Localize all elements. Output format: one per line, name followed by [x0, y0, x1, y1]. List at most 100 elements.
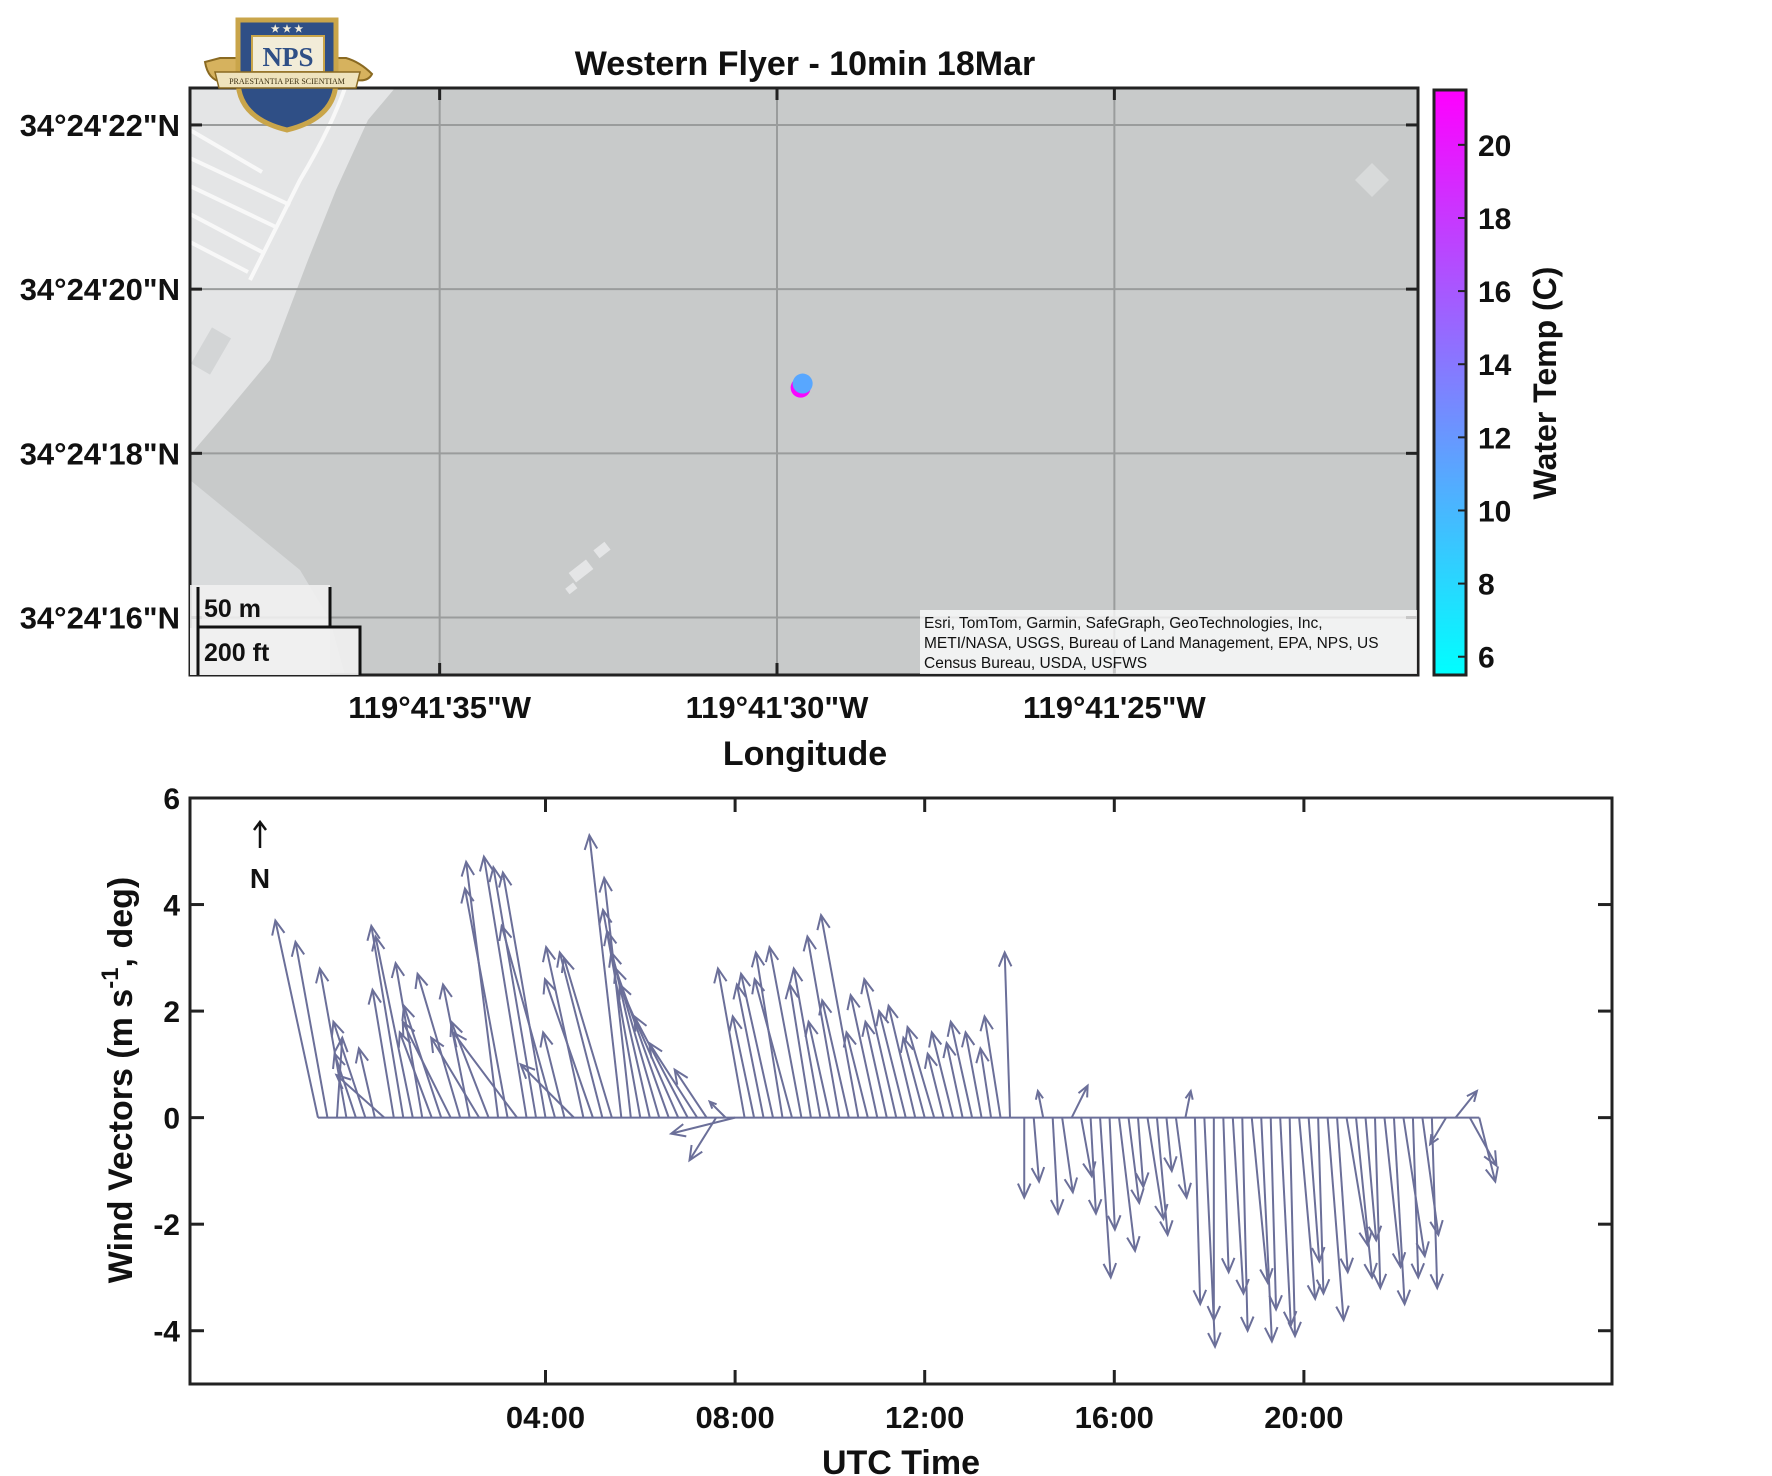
wind-vector-head	[438, 982, 453, 1000]
wind-vector-shaft	[1137, 1117, 1145, 1187]
wind-vector	[673, 1067, 708, 1119]
wind-vector-head	[673, 1067, 689, 1085]
wind-vector-head	[539, 1030, 554, 1048]
wind-vector-head	[271, 918, 286, 936]
colorbar-ticks: 6 8 10 12 14 16 18 20	[1458, 130, 1512, 675]
wind-vector	[1017, 1117, 1032, 1200]
wind-vector	[451, 1030, 518, 1119]
longitude-tick-labels: 119°41'35"W 119°41'30"W 119°41'25"W	[348, 690, 1206, 725]
wind-vector-head	[478, 854, 494, 872]
wind-vector-head	[1429, 1273, 1444, 1291]
longitude-tick-label: 119°41'25"W	[1023, 690, 1206, 725]
wind-vector	[541, 944, 585, 1118]
wind-vector-shaft	[964, 1032, 983, 1118]
wind-vector-head	[860, 976, 875, 995]
wind-vector-shaft	[1222, 1117, 1230, 1273]
colorbar-tick-label: 6	[1478, 642, 1495, 675]
wind-vector-head	[1135, 1172, 1150, 1190]
wind-vector-shaft	[708, 1100, 727, 1119]
wind-vector	[975, 1045, 993, 1118]
attribution-line-1: Esri, TomTom, Garmin, SafeGraph, GeoTech…	[924, 615, 1323, 632]
wind-vector	[1268, 1117, 1283, 1312]
wind-vector-head	[460, 886, 475, 904]
wind-vector-head	[997, 950, 1013, 968]
wind-vector-shaft	[648, 1042, 699, 1119]
wind-vector-shaft	[501, 872, 547, 1118]
wind-vector	[1383, 1117, 1407, 1270]
scale-bar-imperial: 200 ft	[204, 639, 270, 667]
wind-vector-shaft	[1336, 1117, 1349, 1273]
wind-vector	[861, 1019, 888, 1118]
wind-vector-shaft	[731, 1016, 756, 1118]
wind-vector-head	[598, 907, 613, 926]
wind-vector-head	[1063, 1177, 1079, 1195]
wind-vector-head	[668, 1123, 687, 1138]
north-arrow-icon	[253, 819, 267, 848]
wind-vector-shaft	[735, 984, 765, 1118]
wind-x-tick-label: 20:00	[1264, 1400, 1343, 1435]
wind-vector-head	[1410, 1262, 1426, 1280]
wind-vector-shaft	[849, 994, 879, 1118]
wind-vector	[1364, 1117, 1383, 1243]
attribution-line-3: Census Bureau, USDA, USFWS	[924, 655, 1147, 672]
wind-vector-shaft	[1345, 1117, 1369, 1246]
wind-vector-shaft	[1392, 1117, 1406, 1305]
wind-vector	[633, 1014, 689, 1119]
wind-vector	[1315, 1117, 1331, 1296]
wind-vector	[330, 1019, 367, 1118]
wind-vector-shaft	[1051, 1117, 1060, 1214]
map-xlabel: Longitude	[723, 735, 887, 773]
wind-vector	[732, 982, 765, 1118]
wind-vector	[904, 1024, 936, 1118]
wind-vector	[371, 934, 414, 1118]
wind-vector-head	[804, 1019, 819, 1037]
wind-vector-head	[397, 1030, 412, 1048]
wind-vector-head	[728, 1014, 743, 1032]
wind-ticks	[190, 796, 1612, 1384]
wind-vector	[334, 1073, 386, 1119]
wind-vector	[1099, 1117, 1118, 1280]
wind-vector-shaft	[274, 920, 319, 1118]
wind-vector	[1061, 1117, 1079, 1195]
wind-vector-shaft	[878, 1010, 907, 1118]
wind-vectors	[271, 832, 1499, 1350]
latitude-tick-label: 34°24'16"N	[20, 601, 180, 636]
wind-vector-shaft	[335, 1074, 386, 1119]
wind-vector	[1410, 1117, 1426, 1280]
attribution-line-2: METI/NASA, USGS, Bureau of Land Manageme…	[924, 635, 1379, 652]
wind-vector-head	[1483, 1150, 1498, 1168]
wind-vector-shaft	[1383, 1117, 1402, 1267]
wind-frame	[188, 796, 1614, 1386]
wind-vector-shaft	[716, 968, 746, 1118]
colorbar-tick-label: 16	[1478, 276, 1511, 309]
svg-text:★ ★ ★: ★ ★ ★	[271, 24, 303, 35]
map-title: Western Flyer - 10min 18Mar	[575, 45, 1035, 83]
wind-vector	[928, 1030, 955, 1118]
wind-x-tick-label: 12:00	[885, 1400, 964, 1435]
wind-vector-head	[784, 982, 799, 1000]
wind-vector-shaft	[820, 915, 860, 1118]
wind-vector	[668, 1116, 736, 1138]
wind-vector-head	[842, 1030, 857, 1048]
wind-vector-shaft	[788, 984, 812, 1118]
wind-vector-shaft	[930, 1032, 955, 1118]
wind-vector-head	[451, 1030, 468, 1048]
wind-vector-shaft	[1036, 1090, 1045, 1118]
wind-vector-shaft	[492, 867, 538, 1118]
wind-vector	[1326, 1117, 1350, 1323]
wind-vector-head	[1396, 1289, 1412, 1307]
logo-motto: PRAESTANTIA PER SCIENTIAM	[229, 77, 345, 86]
wind-vector-shaft	[806, 936, 841, 1118]
latitude-tick-label: 34°24'20"N	[20, 272, 180, 307]
wind-vector-shaft	[688, 1117, 717, 1161]
wind-vector-shaft	[807, 1021, 831, 1118]
wind-vector	[290, 939, 329, 1118]
wind-vector-shaft	[902, 1037, 926, 1118]
wind-vector-head	[1429, 1219, 1444, 1238]
wind-vector-shaft	[500, 925, 556, 1118]
wind-vector-head	[1126, 1235, 1141, 1254]
wind-vector-head	[401, 1003, 416, 1022]
map-grid	[190, 88, 1418, 675]
wind-vector-head	[1259, 1267, 1274, 1286]
wind-vector	[764, 944, 803, 1118]
